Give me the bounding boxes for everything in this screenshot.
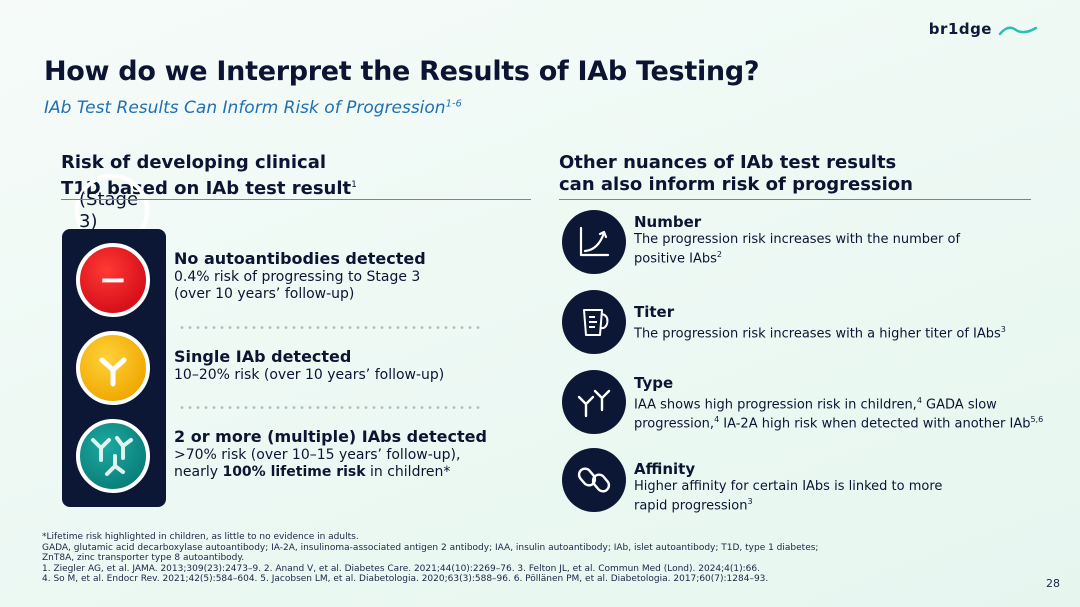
titer-icon-circle bbox=[562, 290, 626, 354]
nuance-sup: 5,6 bbox=[1030, 415, 1044, 425]
footnote: 4. So M, et al. Endocr Rev. 2021;42(5):5… bbox=[42, 574, 769, 584]
result-none: No autoantibodies detected 0.4% risk of … bbox=[174, 249, 426, 303]
result-line: 10–20% risk (over 10 years’ follow-up) bbox=[174, 367, 445, 383]
nuance-text: GADA slow bbox=[921, 397, 997, 413]
nuance-text: positive IAbs bbox=[634, 251, 717, 267]
logo-text: br1dge bbox=[928, 20, 992, 38]
footnote: ZnT8A, zinc transporter type 8 autoantib… bbox=[42, 553, 245, 563]
nuance-sup: 3 bbox=[1000, 325, 1006, 334]
nuance-line: The progression risk increases with a hi… bbox=[634, 322, 1006, 341]
nuance-line: positive IAbs2 bbox=[634, 247, 960, 266]
number-icon-circle bbox=[562, 210, 626, 274]
nuance-line: The progression risk increases with the … bbox=[634, 232, 961, 247]
result-line: nearly 100% lifetime risk in children* bbox=[174, 464, 487, 481]
page-number: 28 bbox=[1046, 577, 1060, 590]
minus-icon: − bbox=[98, 260, 128, 300]
teal-light bbox=[76, 419, 150, 493]
antibody-types-icon bbox=[577, 389, 611, 418]
measuring-cup-icon bbox=[583, 309, 609, 336]
page-title: How do we Interpret the Results of IAb T… bbox=[44, 56, 760, 87]
result-line: 0.4% risk of progressing to Stage 3 bbox=[174, 269, 421, 285]
nuance-line: Higher affinity for certain IAbs is link… bbox=[634, 479, 943, 494]
nuance-text: progression, bbox=[634, 416, 715, 432]
footnotes: *Lifetime risk highlighted in children, … bbox=[42, 532, 1032, 585]
traffic-light: − bbox=[62, 229, 166, 507]
right-divider bbox=[559, 199, 1031, 200]
result-title: Single IAb detected bbox=[174, 347, 352, 366]
nuance-sup: 4 bbox=[916, 396, 922, 405]
right-heading: Other nuances of IAb test results can al… bbox=[559, 152, 913, 196]
nuance-number: Number The progression risk increases wi… bbox=[634, 213, 960, 266]
nuance-title: Type bbox=[634, 374, 674, 392]
left-heading: Risk of developing clinical (Stage 3) T1… bbox=[61, 152, 357, 248]
type-icon-circle bbox=[562, 370, 626, 434]
result-single: Single IAb detected 10–20% risk (over 10… bbox=[174, 347, 444, 384]
result-line: (over 10 years’ follow-up) bbox=[174, 286, 355, 302]
yellow-light bbox=[76, 331, 150, 405]
left-heading-sup: 1 bbox=[351, 180, 357, 190]
result-text: in children* bbox=[365, 464, 451, 480]
nuance-titer: Titer The progression risk increases wit… bbox=[634, 303, 1006, 341]
single-antibody-icon bbox=[99, 357, 127, 387]
result-text: nearly bbox=[174, 464, 223, 480]
chain-link-icon bbox=[577, 467, 611, 493]
nuance-title: Affinity bbox=[634, 460, 696, 478]
footnote: GADA, glutamic acid decarboxylase autoan… bbox=[42, 542, 819, 553]
nuance-sup: 3 bbox=[747, 497, 753, 506]
dotted-divider bbox=[178, 406, 482, 409]
left-heading-bold: Risk of developing clinical bbox=[61, 152, 327, 173]
nuance-sup: 2 bbox=[716, 250, 722, 259]
wave-icon bbox=[998, 26, 1038, 36]
red-light: − bbox=[76, 243, 150, 317]
right-heading-line2: can also inform risk of progression bbox=[559, 174, 913, 195]
left-divider bbox=[61, 199, 531, 200]
nuance-text: The progression risk increases with a hi… bbox=[634, 326, 1001, 342]
subtitle-text: IAb Test Results Can Inform Risk of Prog… bbox=[44, 98, 446, 118]
result-multiple: 2 or more (multiple) IAbs detected >70% … bbox=[174, 427, 487, 481]
nuance-text: rapid progression bbox=[634, 498, 748, 514]
multiple-antibodies-icon bbox=[91, 436, 133, 476]
nuance-type: Type IAA shows high progression risk in … bbox=[634, 374, 1043, 432]
nuance-title: Number bbox=[634, 213, 702, 231]
nuance-affinity: Affinity Higher affinity for certain IAb… bbox=[634, 460, 942, 513]
result-title: 2 or more (multiple) IAbs detected bbox=[174, 427, 487, 446]
page-subtitle: IAb Test Results Can Inform Risk of Prog… bbox=[44, 98, 462, 118]
growth-chart-icon bbox=[579, 226, 610, 257]
logo: br1dge bbox=[929, 20, 1038, 38]
nuance-sup: 4 bbox=[714, 415, 720, 425]
result-bold: 100% lifetime risk bbox=[222, 464, 366, 480]
footnote: 1. Ziegler AG, et al. JAMA. 2013;309(23)… bbox=[42, 563, 760, 574]
subtitle-sup: 1-6 bbox=[445, 98, 462, 110]
footnote: *Lifetime risk highlighted in children, … bbox=[42, 532, 359, 542]
nuance-line: progression,4 IA-2A high risk when detec… bbox=[634, 412, 1043, 431]
right-heading-line1: Other nuances of IAb test results bbox=[559, 152, 897, 173]
affinity-icon-circle bbox=[562, 448, 626, 512]
result-title: No autoantibodies detected bbox=[174, 249, 426, 268]
result-line: >70% risk (over 10–15 years’ follow-up), bbox=[174, 447, 461, 463]
nuance-text: IA-2A high risk when detected with anoth… bbox=[719, 416, 1031, 432]
dotted-divider bbox=[178, 326, 482, 329]
nuance-line: rapid progression3 bbox=[634, 494, 942, 513]
nuance-title: Titer bbox=[634, 303, 675, 321]
nuance-line: IAA shows high progression risk in child… bbox=[634, 393, 1043, 412]
nuance-text: IAA shows high progression risk in child… bbox=[634, 397, 917, 413]
